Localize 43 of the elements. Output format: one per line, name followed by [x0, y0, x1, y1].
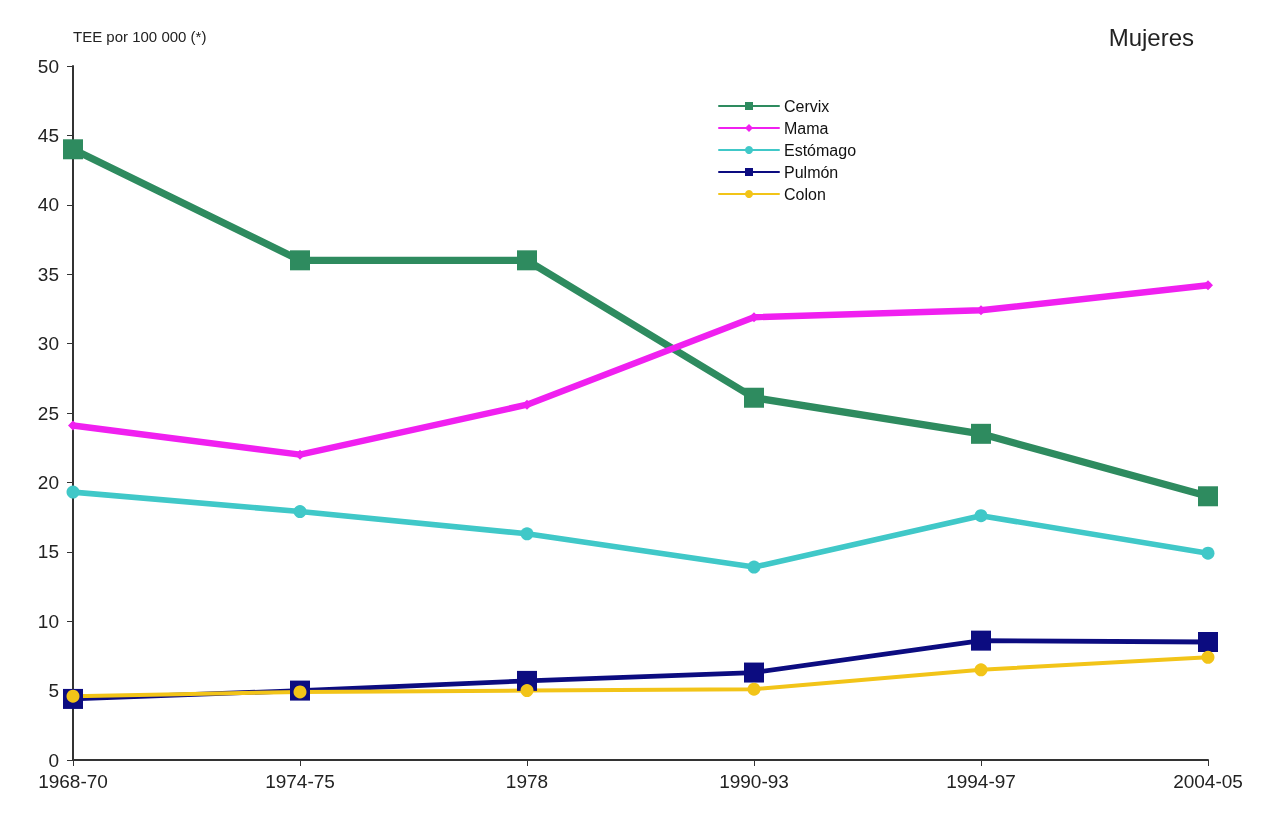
x-tick-label: 1974-75	[265, 771, 335, 792]
point	[63, 139, 83, 160]
y-tick-label: 50	[37, 55, 59, 77]
legend-label: Mama	[784, 119, 829, 137]
point	[1201, 650, 1215, 664]
point	[971, 630, 991, 651]
legend-label: Pulmón	[784, 163, 839, 181]
y-tick-label: 25	[37, 402, 59, 424]
point	[1201, 546, 1215, 560]
point	[974, 509, 988, 523]
x-tick-label: 1990-93	[719, 771, 789, 792]
point	[293, 505, 307, 519]
legend-label: Estómago	[784, 141, 857, 159]
chart-title: Mujeres	[1108, 23, 1194, 51]
point	[1198, 632, 1218, 653]
point	[66, 485, 80, 499]
y-tick-label: 20	[37, 471, 59, 493]
legend-label: Cervix	[784, 97, 830, 115]
point	[517, 250, 537, 271]
y-tick-label: 15	[37, 541, 59, 563]
point	[747, 560, 761, 574]
point	[290, 250, 310, 271]
point	[971, 423, 991, 444]
x-tick-label: 2004-05	[1173, 771, 1243, 792]
x-tick-label: 1968-70	[38, 771, 108, 792]
y-tick-label: 5	[48, 680, 59, 702]
y-tick-label: 40	[37, 194, 59, 216]
point	[747, 682, 761, 696]
y-axis-title: TEE por 100 000 (*)	[73, 28, 207, 45]
point	[744, 387, 764, 408]
y-tick-label: 10	[37, 610, 59, 632]
point	[520, 684, 534, 698]
y-tick-label: 35	[37, 263, 59, 285]
y-tick-label: 45	[37, 124, 59, 146]
point	[1198, 486, 1218, 507]
x-tick-label: 1978	[505, 771, 549, 792]
y-tick-label: 30	[37, 333, 59, 355]
point	[520, 527, 534, 541]
x-tick-label: 1994-97	[946, 771, 1016, 792]
point	[744, 662, 764, 683]
point	[974, 663, 988, 677]
legend-label: Colon	[784, 185, 826, 203]
y-tick-label: 0	[48, 749, 59, 771]
